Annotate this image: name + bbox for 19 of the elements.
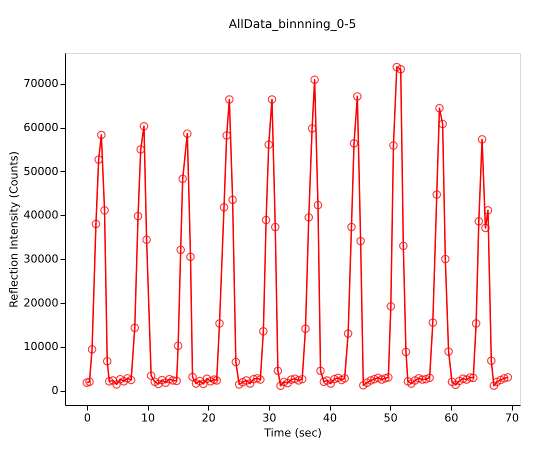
- x-axis-title: Time (sec): [263, 426, 322, 440]
- x-tick-label: 30: [262, 412, 276, 424]
- chart-title: AllData_binnning_0-5: [228, 17, 356, 31]
- y-tick-label: 20000: [24, 296, 58, 310]
- x-tick-label: 0: [84, 412, 91, 424]
- x-tick-label: 70: [505, 412, 520, 424]
- y-axis-title: Reflection Intensity (Counts): [8, 151, 21, 308]
- y-tick-label: 10000: [24, 340, 58, 354]
- x-tick-label: 60: [444, 412, 458, 424]
- x-tick-label: 20: [202, 412, 216, 424]
- x-tick-label: 10: [141, 412, 156, 424]
- y-tick-label: 60000: [24, 121, 58, 134]
- y-tick-label: 30000: [24, 252, 58, 266]
- y-tick-label: 0: [52, 384, 58, 398]
- y-tick-label: 40000: [24, 208, 58, 222]
- y-tick-label: 70000: [24, 77, 58, 90]
- x-tick-label: 50: [384, 412, 398, 424]
- y-tick-label: 50000: [24, 164, 58, 178]
- x-tick-label: 40: [323, 412, 338, 424]
